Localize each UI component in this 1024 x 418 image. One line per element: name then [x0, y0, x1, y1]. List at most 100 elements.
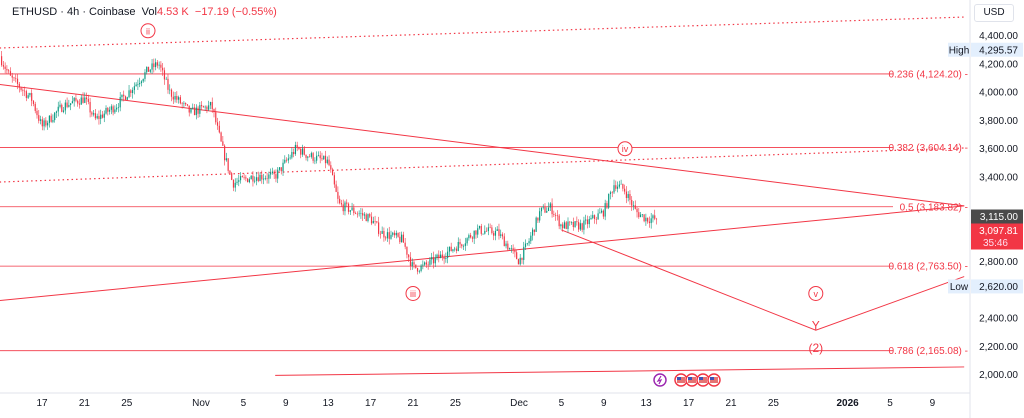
x-tick-label: Nov: [192, 398, 210, 409]
fib-level-label: 0.236 (4,124.20) -: [889, 69, 969, 80]
candle-body: [151, 63, 153, 70]
candle-body: [424, 262, 426, 265]
symbol[interactable]: ETHUSD: [12, 6, 58, 18]
candle-body: [149, 69, 151, 72]
candle-body: [379, 233, 381, 235]
candle-body: [61, 104, 63, 112]
candle-body: [98, 116, 100, 119]
candle-body: [448, 246, 451, 252]
candle-body: [201, 105, 203, 107]
candle-body: [563, 222, 566, 229]
candle-body: [342, 204, 344, 212]
candle-body: [224, 145, 226, 161]
fib-level-label: 0.618 (2,763.50) -: [889, 262, 969, 273]
candle-body: [604, 203, 606, 217]
candle-body: [484, 230, 486, 234]
x-tick-label: 13: [641, 398, 653, 409]
candle-body: [652, 215, 654, 219]
x-tick-label: 21: [79, 398, 91, 409]
candle-body: [468, 235, 470, 239]
candle-body: [385, 237, 387, 239]
candle-body: [443, 257, 445, 259]
candle-body: [485, 230, 488, 232]
candle-body: [93, 113, 95, 115]
candle-body: [447, 251, 449, 259]
candle-body: [247, 178, 249, 183]
candle-body: [216, 122, 219, 126]
candle-body: [264, 178, 266, 179]
candle-body: [466, 238, 468, 244]
high-tag: [948, 42, 970, 57]
candle-body: [234, 182, 236, 188]
candle-body: [602, 210, 604, 217]
candle-body: [301, 148, 304, 155]
candle-body: [73, 98, 75, 102]
currency-button[interactable]: USD: [974, 4, 1014, 22]
y-tick-label: 2,200.00: [979, 342, 1018, 353]
candle-body: [169, 89, 171, 91]
candle-body: [68, 104, 70, 107]
lightning-glyph: [656, 375, 663, 385]
candle-body: [186, 104, 189, 106]
candle-body: [112, 106, 114, 113]
low-badge: [971, 279, 1023, 294]
candle-body: [586, 219, 589, 225]
low-value: 2,620.00: [979, 282, 1018, 293]
candle-body: [462, 245, 465, 247]
candle-body: [278, 167, 281, 170]
interval[interactable]: 4h: [67, 6, 80, 18]
candle-body: [616, 186, 619, 189]
candle-body: [116, 107, 118, 110]
candle-body: [213, 109, 215, 113]
candle-body: [629, 194, 631, 200]
candle-body: [650, 218, 652, 224]
candle-body: [110, 106, 112, 110]
x-tick-label: 17: [36, 398, 48, 409]
candle-body: [491, 227, 493, 234]
candle-body: [464, 243, 466, 246]
y-tick-label: 4,400.00: [979, 31, 1018, 42]
candle-body: [146, 66, 148, 73]
candle-body: [530, 235, 532, 242]
candle-body: [225, 158, 227, 161]
candle-body: [528, 241, 530, 244]
candle-body: [280, 167, 282, 172]
candle-body: [362, 213, 364, 216]
x-tick-label: 9: [930, 398, 936, 409]
candle-body: [549, 203, 551, 208]
candle-body: [162, 67, 164, 71]
wave-label: iv: [622, 144, 629, 154]
candle-body: [254, 180, 256, 182]
candle-body: [535, 217, 537, 232]
candle-body: [560, 224, 562, 227]
candle-body: [601, 210, 603, 213]
candle-body: [556, 215, 558, 217]
candle-body: [6, 68, 8, 71]
candle-body: [639, 214, 642, 218]
candle-body: [300, 149, 302, 155]
candle-body: [597, 213, 599, 220]
fib-level-label: 0.786 (2,165.08) -: [889, 346, 969, 357]
candle-body: [43, 120, 45, 127]
candle-body: [397, 232, 399, 237]
x-tick-label: 5: [887, 398, 893, 409]
candle-body: [643, 214, 645, 222]
candle-body: [353, 207, 355, 214]
candle-body: [39, 119, 42, 121]
candle-body: [613, 185, 615, 193]
candle-body: [303, 148, 305, 155]
candle-body: [524, 243, 527, 247]
candle-body: [471, 237, 474, 239]
candle-body: [185, 103, 187, 105]
y-tick-label: 2,000.00: [979, 370, 1018, 381]
candle-body: [25, 91, 27, 98]
candle-body: [174, 96, 176, 100]
candle-body: [351, 207, 353, 211]
candle-body: [52, 120, 54, 122]
wave-projection-line: [561, 229, 965, 331]
exchange: Coinbase: [89, 6, 136, 18]
candle-body: [578, 222, 580, 230]
candle-body: [252, 175, 254, 182]
